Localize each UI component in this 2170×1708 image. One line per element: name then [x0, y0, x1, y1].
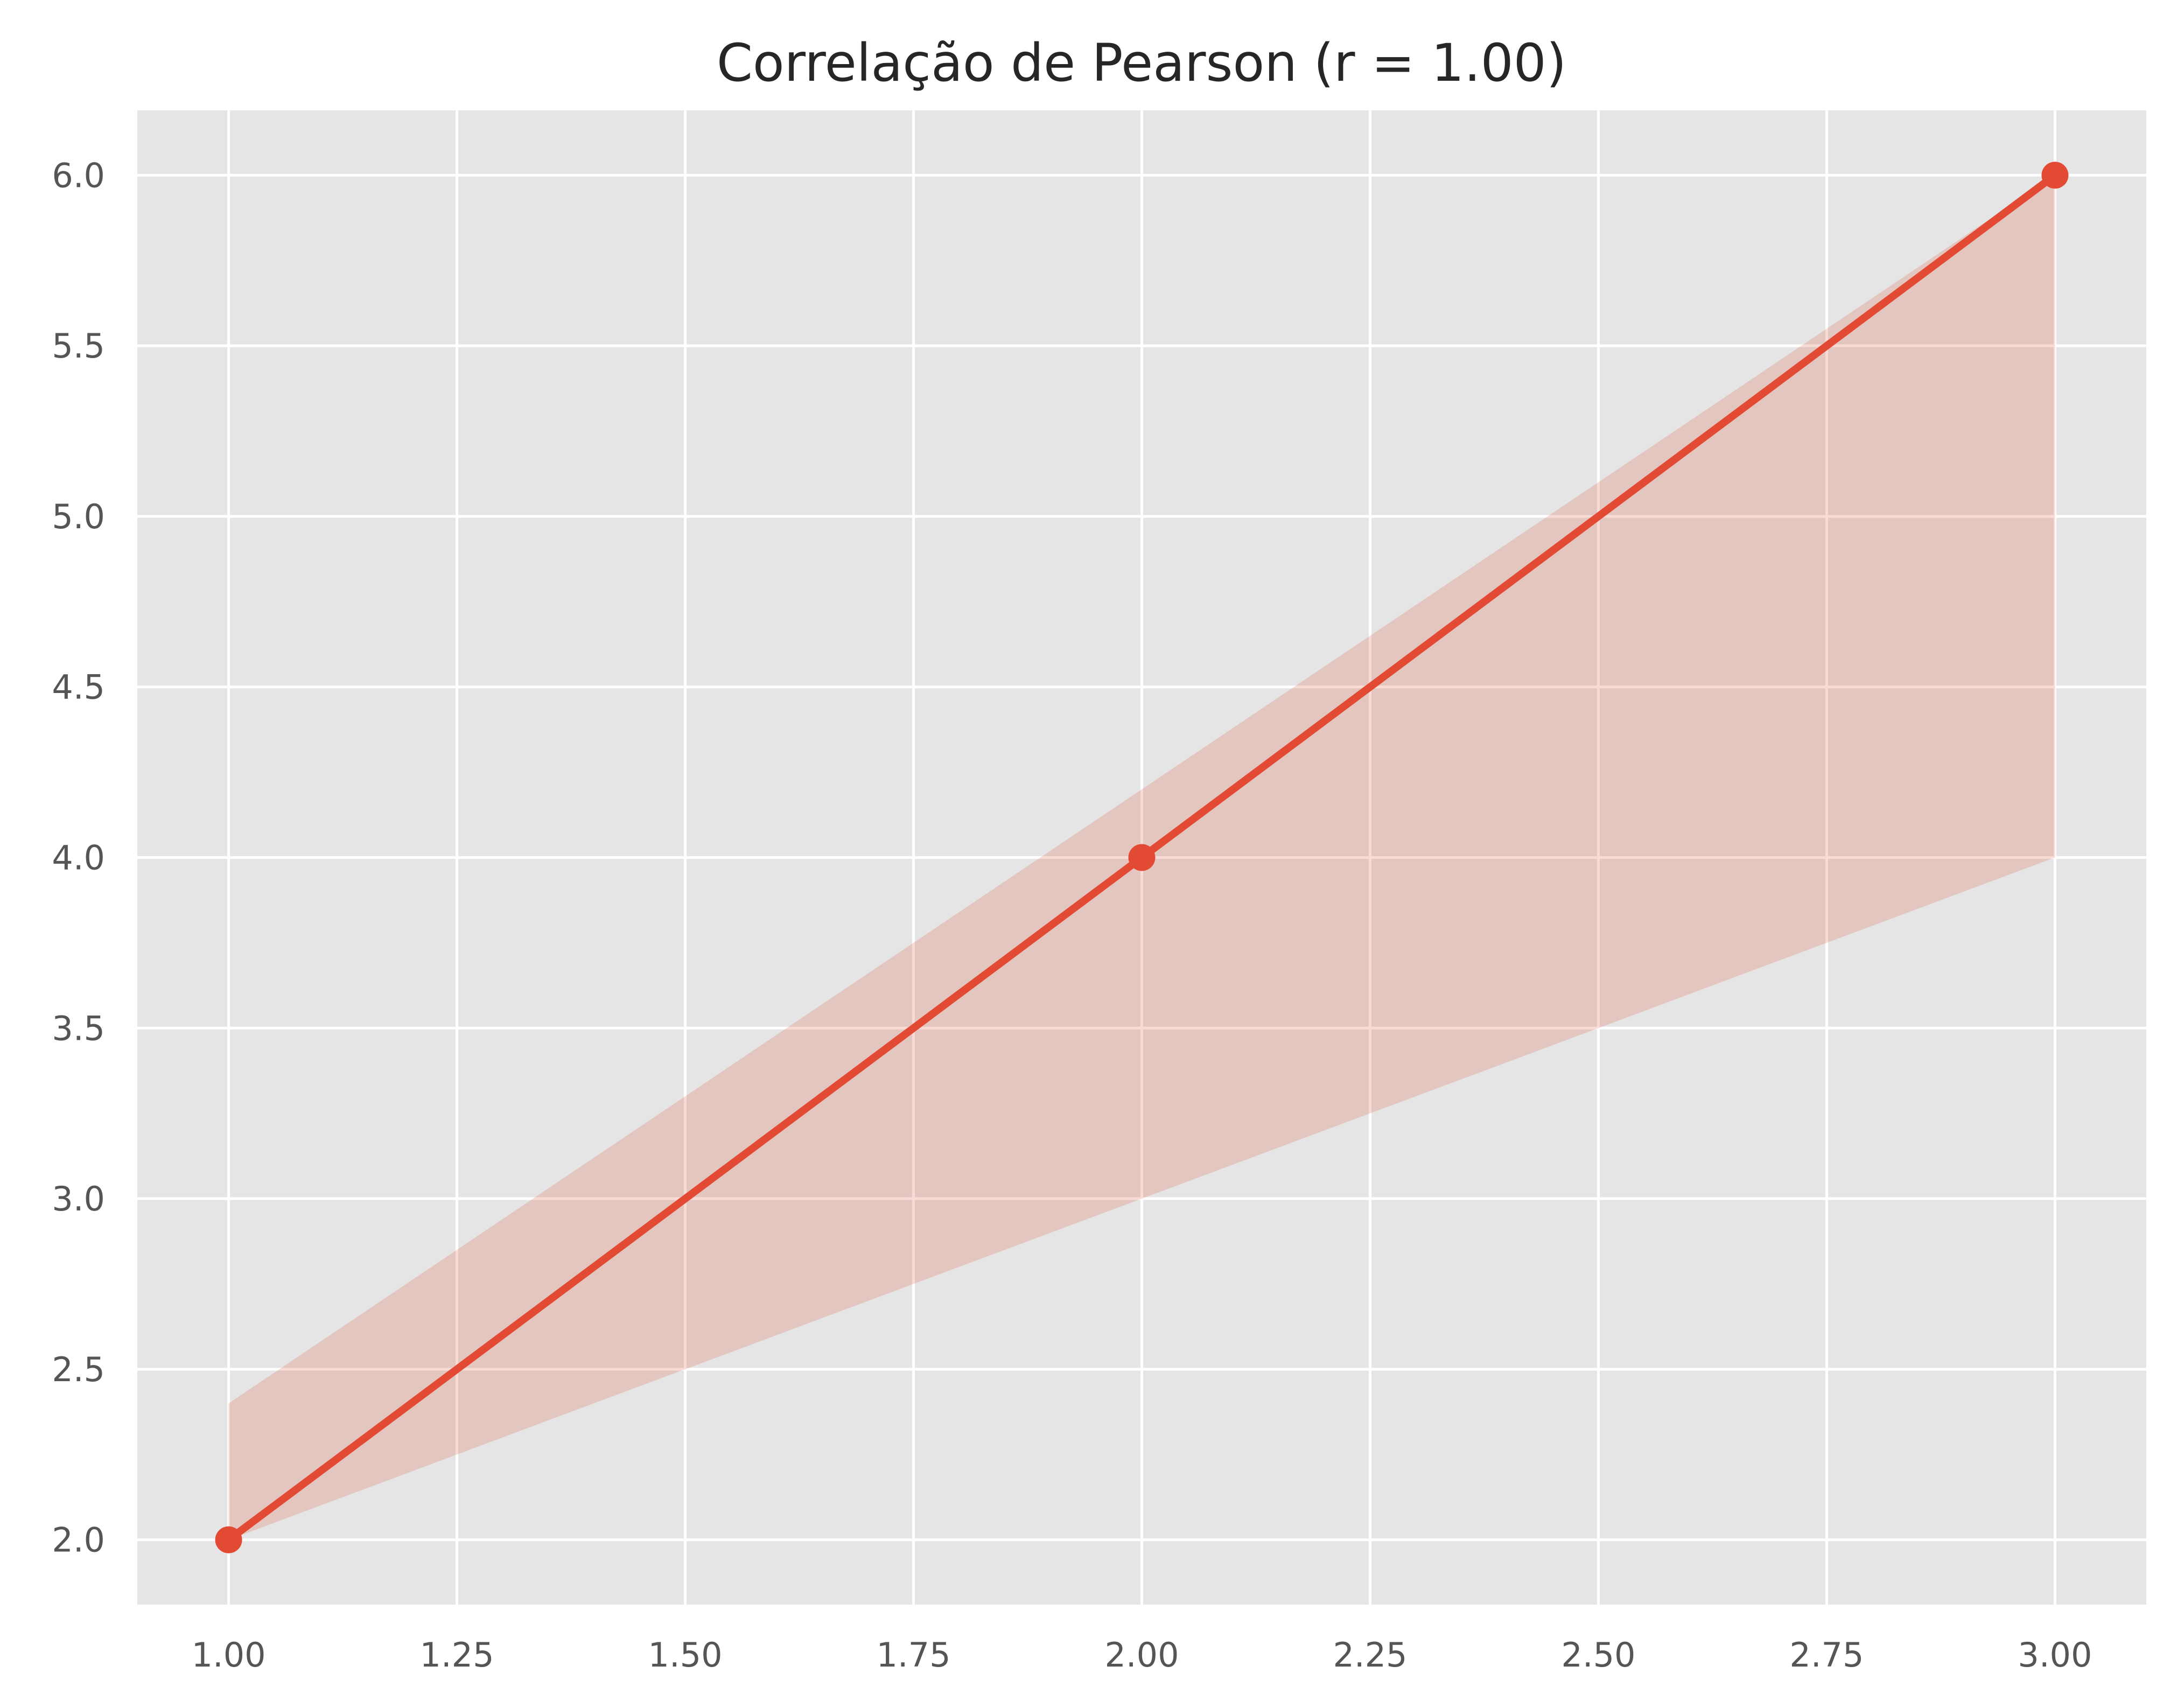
y-tick-label-0: 2.0	[52, 1521, 105, 1560]
chart-title: Correlação de Pearson (r = 1.00)	[717, 33, 1566, 93]
x-axis-ticks: 1.00 1.25 1.50 1.75 2.00 2.25 2.50 2.75 3.00	[192, 1635, 2092, 1675]
y-tick-label-6: 5.0	[52, 497, 105, 536]
x-tick-label-5: 2.25	[1333, 1635, 1407, 1675]
x-tick-label-6: 2.50	[1561, 1635, 1635, 1675]
x-tick-label-1: 1.25	[420, 1635, 494, 1675]
x-tick-label-8: 3.00	[2018, 1635, 2092, 1675]
x-tick-label-4: 2.00	[1104, 1635, 1179, 1675]
data-point-0	[215, 1526, 242, 1553]
x-tick-label-2: 1.50	[648, 1635, 723, 1675]
y-tick-label-3: 3.5	[52, 1009, 105, 1048]
y-tick-label-5: 4.5	[52, 668, 105, 707]
y-tick-label-8: 6.0	[52, 156, 105, 195]
x-tick-label-3: 1.75	[876, 1635, 950, 1675]
y-tick-label-1: 2.5	[52, 1350, 105, 1389]
y-tick-label-7: 5.5	[52, 326, 105, 366]
data-point-1	[1128, 844, 1156, 871]
data-point-2	[2041, 162, 2069, 189]
data-points	[215, 162, 2069, 1553]
x-tick-label-0: 1.00	[192, 1635, 266, 1675]
y-axis-ticks: 2.0 2.5 3.0 3.5 4.0 4.5 5.0 5.5 6.0	[52, 156, 105, 1559]
y-tick-label-4: 4.0	[52, 838, 105, 878]
y-tick-label-2: 3.0	[52, 1179, 105, 1219]
x-tick-label-7: 2.75	[1789, 1635, 1864, 1675]
